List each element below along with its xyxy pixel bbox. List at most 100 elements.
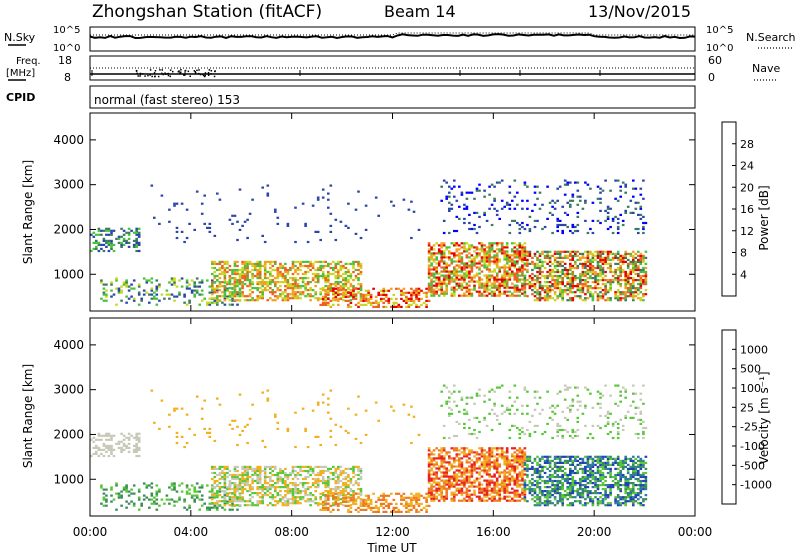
power-cell bbox=[97, 241, 101, 244]
velocity-cell bbox=[450, 481, 454, 484]
power-cell bbox=[473, 260, 476, 263]
power-cell bbox=[594, 281, 597, 284]
power-cell bbox=[538, 291, 542, 294]
power-cell bbox=[276, 270, 280, 274]
power-cell bbox=[450, 252, 454, 255]
power-cell bbox=[558, 281, 562, 284]
velocity-cell bbox=[440, 465, 443, 468]
power-cell bbox=[226, 262, 229, 265]
power-cell bbox=[546, 185, 549, 188]
velocity-cell bbox=[120, 448, 123, 451]
power-cell bbox=[344, 266, 348, 270]
velocity-cell bbox=[344, 467, 348, 470]
velocity-cell bbox=[311, 469, 315, 473]
velocity-cell bbox=[521, 491, 524, 494]
velocity-cell bbox=[468, 465, 471, 468]
velocity-cell bbox=[339, 490, 343, 493]
power-cell bbox=[576, 223, 580, 227]
power-cell bbox=[445, 278, 448, 281]
power-cell bbox=[632, 270, 635, 274]
velocity-cell bbox=[513, 384, 517, 387]
power-cell bbox=[594, 274, 597, 278]
velocity-cell bbox=[332, 508, 335, 511]
power-cell bbox=[435, 256, 438, 259]
power-cell bbox=[639, 217, 643, 220]
power-cell bbox=[480, 260, 484, 263]
velocity-cell bbox=[105, 444, 108, 447]
power-cell bbox=[427, 274, 431, 277]
power-cell bbox=[563, 289, 567, 292]
power-cell bbox=[475, 280, 479, 283]
velocity-cell bbox=[112, 498, 116, 501]
power-cell bbox=[430, 262, 433, 265]
power-cell bbox=[475, 254, 479, 257]
freq-point bbox=[144, 75, 146, 77]
velocity-cell bbox=[188, 488, 191, 491]
power-cell bbox=[558, 260, 562, 263]
velocity-cell bbox=[256, 467, 259, 470]
velocity-cell bbox=[405, 510, 408, 513]
power-cell bbox=[352, 266, 355, 270]
power-cell bbox=[301, 202, 305, 205]
velocity-cell bbox=[137, 440, 141, 443]
velocity-cell bbox=[475, 485, 479, 488]
power-cell bbox=[445, 276, 448, 279]
power-cell bbox=[183, 293, 186, 296]
power-cell bbox=[601, 268, 605, 272]
power-cell bbox=[465, 207, 469, 210]
velocity-cell bbox=[407, 508, 411, 511]
power-cell bbox=[256, 295, 259, 298]
velocity-cell bbox=[97, 438, 101, 441]
power-cell bbox=[616, 252, 620, 255]
power-cell bbox=[478, 252, 481, 255]
power-cell bbox=[513, 272, 517, 275]
power-cell bbox=[609, 283, 612, 286]
power-cell bbox=[541, 297, 544, 300]
power-cell bbox=[339, 274, 343, 278]
power-cell bbox=[117, 237, 121, 240]
velocity-cell bbox=[495, 457, 499, 460]
power-cell bbox=[626, 289, 630, 292]
velocity-cell bbox=[216, 500, 219, 503]
power-cell bbox=[566, 293, 569, 296]
velocity-cell bbox=[500, 497, 504, 500]
power-cell bbox=[470, 191, 474, 194]
power-cell bbox=[95, 247, 98, 250]
velocity-cell bbox=[223, 490, 227, 493]
velocity-cell bbox=[415, 492, 418, 495]
power-cell bbox=[616, 199, 620, 202]
velocity-cell bbox=[266, 490, 270, 493]
power-cell bbox=[430, 246, 433, 249]
velocity-cell bbox=[475, 436, 479, 440]
velocity-cell bbox=[248, 465, 252, 468]
velocity-cell bbox=[503, 471, 506, 474]
power-cell bbox=[236, 268, 239, 272]
velocity-cell bbox=[327, 482, 330, 485]
velocity-cell bbox=[442, 424, 446, 427]
power-cell bbox=[579, 297, 582, 300]
power-cell bbox=[480, 292, 484, 295]
power-cell bbox=[279, 270, 282, 274]
power-cell bbox=[347, 299, 350, 302]
velocity-cell bbox=[263, 477, 267, 481]
power-cell bbox=[379, 289, 383, 292]
velocity-cell bbox=[490, 465, 494, 468]
power-cell bbox=[556, 187, 559, 190]
velocity-cell bbox=[437, 465, 441, 468]
power-cell bbox=[579, 199, 582, 202]
velocity-cell bbox=[178, 496, 181, 499]
power-cell bbox=[528, 252, 532, 255]
velocity-cell bbox=[511, 499, 514, 502]
power-cell bbox=[276, 277, 280, 280]
power-cell bbox=[480, 248, 484, 251]
power-cell bbox=[516, 221, 519, 225]
freq-point bbox=[189, 75, 191, 77]
power-cell bbox=[432, 266, 436, 269]
velocity-cell bbox=[137, 432, 141, 435]
power-cell bbox=[120, 227, 123, 230]
power-cell bbox=[221, 270, 224, 274]
power-cell bbox=[241, 224, 244, 227]
power-cell bbox=[284, 291, 287, 294]
velocity-cell bbox=[500, 481, 504, 484]
power-cell bbox=[626, 295, 630, 298]
